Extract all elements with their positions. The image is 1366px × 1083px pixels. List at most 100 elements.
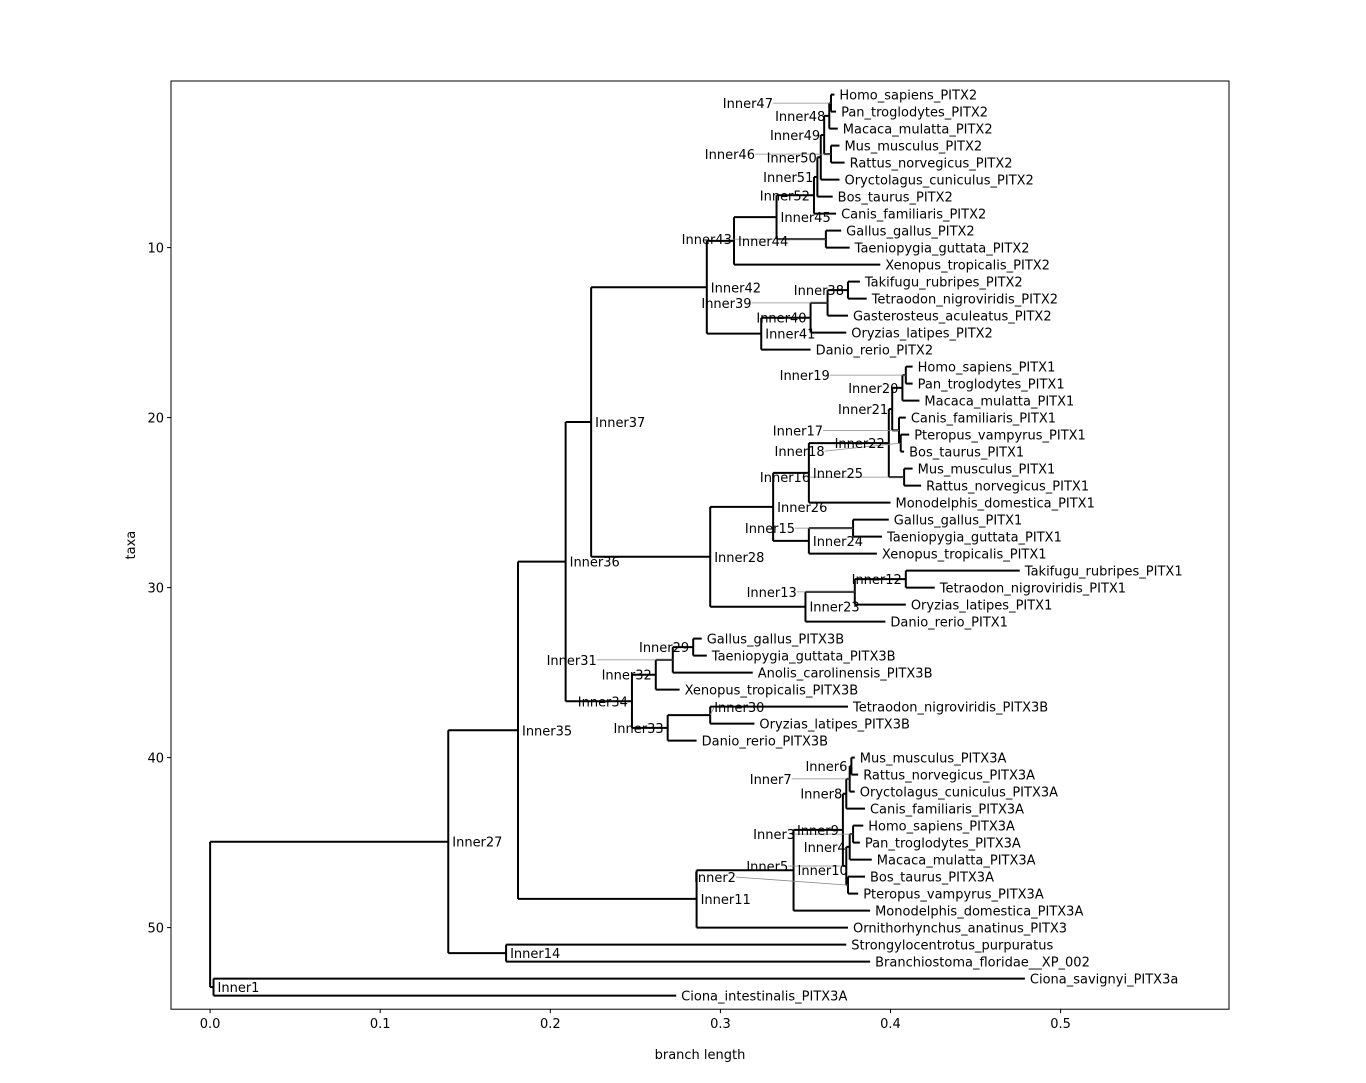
taxon-label: Homo_sapiens_PITX2: [839, 89, 977, 104]
taxon-label: Rattus_norvegicus_PITX1: [926, 480, 1089, 495]
taxon-label: Mus_musculus_PITX1: [918, 463, 1056, 478]
inner-node-label: Inner25: [813, 467, 863, 482]
inner-node-label: Inner30: [714, 701, 764, 716]
inner-node-label: Inner31: [547, 654, 597, 669]
inner-node-label: Inner38: [794, 284, 844, 299]
taxon-label: Pan_troglodytes_PITX2: [841, 106, 988, 121]
taxon-label: Danio_rerio_PITX2: [816, 344, 934, 359]
taxon-label: Gallus_gallus_PITX3B: [707, 633, 844, 648]
inner-node-label: Inner51: [763, 171, 813, 186]
inner-node-label: Inner37: [595, 416, 645, 431]
taxon-label: Xenopus_tropicalis_PITX2: [885, 259, 1050, 274]
inner-node-label: Inner9: [797, 824, 839, 839]
taxon-label: Mus_musculus_PITX3A: [860, 752, 1007, 767]
taxon-label: Oryctolagus_cuniculus_PITX3A: [860, 786, 1058, 801]
taxon-label: Oryzias_latipes_PITX3B: [759, 718, 909, 733]
taxon-label: Monodelphis_domestica_PITX3A: [875, 905, 1083, 920]
inner-node-label: Inner28: [714, 551, 764, 566]
taxon-label: Rattus_norvegicus_PITX2: [850, 157, 1013, 172]
inner-node-label: Inner4: [804, 841, 846, 856]
inner-node-label: Inner47: [723, 97, 773, 112]
inner-node-label: Inner43: [682, 233, 732, 248]
taxon-label: Gasterosteus_aculeatus_PITX2: [853, 310, 1052, 325]
taxon-label: Taeniopygia_guttata_PITX2: [854, 242, 1030, 257]
inner-node-label: Inner27: [452, 836, 502, 851]
x-tick-label: 0.5: [1050, 1017, 1071, 1032]
taxon-label: Bos_taurus_PITX1: [909, 446, 1024, 461]
inner-node-label: Inner24: [813, 535, 863, 550]
taxon-label: Pan_troglodytes_PITX1: [918, 378, 1065, 393]
inner-node-label: Inner45: [781, 211, 831, 226]
taxon-label: Ciona_intestinalis_PITX3A: [681, 990, 847, 1005]
taxon-label: Oryctolagus_cuniculus_PITX2: [844, 174, 1033, 189]
inner-node-label: Inner3: [753, 828, 795, 843]
taxon-label: Macaca_mulatta_PITX3A: [877, 854, 1036, 869]
taxon-label: Strongylocentrotus_purpuratus: [851, 939, 1053, 954]
y-tick-label: 10: [147, 242, 164, 257]
inner-node-label: Inner21: [838, 403, 888, 418]
label-leader-line: [824, 442, 901, 452]
taxon-label: Xenopus_tropicalis_PITX3B: [685, 684, 859, 699]
taxon-label: Pan_troglodytes_PITX3A: [865, 837, 1021, 852]
taxon-label: Ciona_savignyi_PITX3a: [1030, 973, 1178, 988]
inner-node-label: Inner50: [767, 151, 817, 166]
inner-node-label: Inner18: [775, 445, 825, 460]
taxon-label: Oryzias_latipes_PITX2: [851, 327, 993, 342]
taxon-label: Tetraodon_nigroviridis_PITX3B: [852, 701, 1048, 716]
taxon-label: Anolis_carolinensis_PITX3B: [758, 667, 933, 682]
taxon-label: Takifugu_rubripes_PITX1: [1024, 565, 1183, 580]
inner-node-label: Inner49: [770, 129, 820, 144]
taxon-label: Canis_familiaris_PITX1: [911, 412, 1056, 427]
inner-node-label: Inner35: [522, 724, 572, 739]
tree-labels: Homo_sapiens_PITX2 Pan_troglodytes_PITX2 M…: [218, 89, 1183, 1005]
taxon-label: Taeniopygia_guttata_PITX1: [886, 531, 1062, 546]
taxon-label: Bos_taurus_PITX2: [838, 191, 953, 206]
y-axis-label: taxa: [124, 531, 139, 560]
inner-node-label: Inner19: [780, 369, 830, 384]
inner-node-label: Inner15: [745, 522, 795, 537]
taxon-label: Tetraodon_nigroviridis_PITX2: [871, 293, 1058, 308]
inner-node-label: Inner13: [747, 586, 797, 601]
taxon-label: Gallus_gallus_PITX1: [894, 514, 1023, 529]
inner-node-label: Inner6: [805, 760, 847, 775]
taxon-label: Pteropus_vampyrus_PITX1: [914, 429, 1086, 444]
inner-node-label: Inner44: [738, 235, 788, 250]
inner-node-label: Inner34: [578, 695, 628, 710]
inner-node-label: Inner42: [711, 281, 761, 296]
taxon-label: Taeniopygia_guttata_PITX3B: [711, 650, 896, 665]
taxon-label: Oryzias_latipes_PITX1: [911, 599, 1053, 614]
inner-node-label: Inner26: [777, 501, 827, 516]
inner-node-label: Inner17: [773, 424, 823, 439]
taxon-label: Pteropus_vampyrus_PITX3A: [863, 888, 1044, 903]
x-axis-label: branch length: [655, 1048, 746, 1063]
inner-node-label: Inner1: [218, 981, 260, 996]
taxon-label: Canis_familiaris_PITX3A: [870, 803, 1024, 818]
taxon-label: Monodelphis_domestica_PITX1: [896, 497, 1095, 512]
inner-node-label: Inner40: [756, 312, 806, 327]
inner-node-label: Inner39: [701, 297, 751, 312]
taxon-label: Danio_rerio_PITX3B: [702, 735, 828, 750]
inner-node-label: Inner12: [852, 573, 902, 588]
taxon-label: Homo_sapiens_PITX3A: [868, 820, 1015, 835]
y-tick-label: 40: [147, 752, 164, 767]
x-tick-label: 0.1: [370, 1017, 391, 1032]
taxon-label: Danio_rerio_PITX1: [890, 616, 1008, 631]
inner-node-label: Inner5: [746, 860, 788, 875]
inner-node-label: Inner20: [848, 382, 898, 397]
taxon-label: Tetraodon_nigroviridis_PITX1: [939, 582, 1126, 597]
taxon-label: Macaca_mulatta_PITX2: [843, 123, 993, 138]
taxon-label: Macaca_mulatta_PITX1: [924, 395, 1074, 410]
taxon-label: Homo_sapiens_PITX1: [918, 361, 1056, 376]
inner-node-label: Inner14: [510, 947, 560, 962]
y-tick-label: 50: [147, 922, 164, 937]
y-tick-label: 30: [147, 582, 164, 597]
inner-node-label: Inner52: [760, 189, 810, 204]
inner-node-label: Inner22: [835, 437, 885, 452]
inner-node-label: Inner48: [775, 110, 825, 125]
taxon-label: Takifugu_rubripes_PITX2: [864, 276, 1023, 291]
inner-node-label: Inner29: [639, 641, 689, 656]
inner-node-label: Inner33: [613, 722, 663, 737]
inner-node-label: Inner41: [765, 328, 815, 343]
y-tick-label: 20: [147, 412, 164, 427]
